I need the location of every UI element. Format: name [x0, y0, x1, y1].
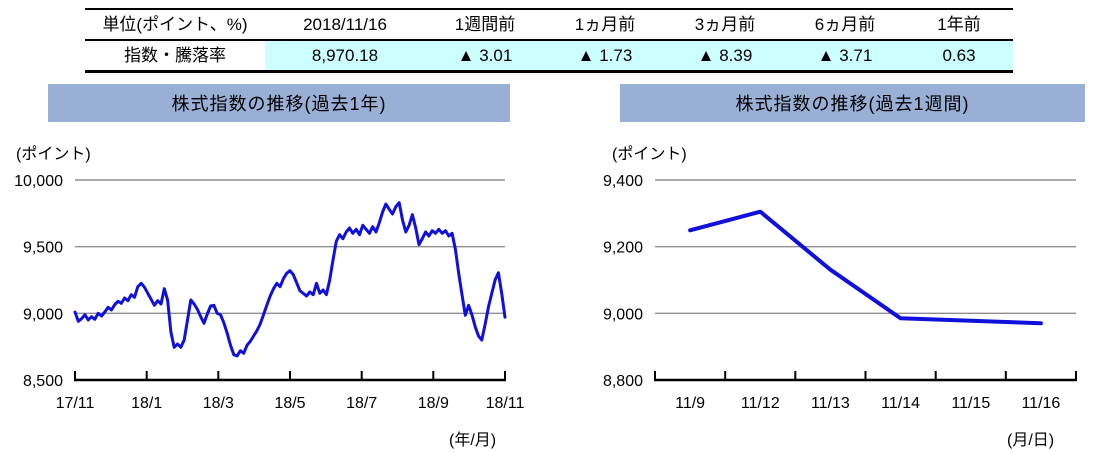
- change-6months-cell: ▲ 3.71: [785, 40, 905, 72]
- yearly-chart-y-unit-label: (ポイント): [16, 146, 91, 163]
- change-1year-cell: 0.63: [905, 40, 1013, 72]
- change-3months-cell: ▲ 8.39: [665, 40, 785, 72]
- weekly-trend-line-chart: 9,400 9,200 9,000 8,800 11/9 11/12 11/13 11/14 1…: [603, 173, 1077, 412]
- y-tick-label: 9,000: [23, 306, 63, 323]
- x-tick-label: 11/9: [675, 395, 705, 412]
- x-tick-label: 18/1: [131, 395, 162, 412]
- table-header-date: 2018/11/16: [265, 9, 425, 41]
- table-header-1year-ago: 1年前: [905, 9, 1013, 41]
- table-header-3months-ago: 3ヵ月前: [665, 9, 785, 41]
- x-tick-label: 18/7: [346, 395, 377, 412]
- yearly-chart-x-unit-label: (年/月): [449, 432, 497, 449]
- y-tick-label: 9,000: [603, 306, 643, 323]
- yearly-trend-line-chart: 10,000 9,500 9,000 8,500 17/11 18/1 18/3 18/5 18…: [14, 173, 525, 412]
- change-1month-cell: ▲ 1.73: [545, 40, 665, 72]
- x-tick-label: 11/16: [1021, 395, 1060, 412]
- table-header-1month-ago: 1ヵ月前: [545, 9, 665, 41]
- y-tick-label: 10,000: [14, 173, 63, 190]
- table-value-row: 指数・騰落率 8,970.18 ▲ 3.01 ▲ 1.73 ▲ 8.39 ▲ 3…: [85, 40, 1013, 72]
- change-1week-cell: ▲ 3.01: [425, 40, 545, 72]
- index-summary-table: 単位(ポイント、%) 2018/11/16 1週間前 1ヵ月前 3ヵ月前 6ヵ月…: [85, 8, 1013, 73]
- index-value-cell: 8,970.18: [265, 40, 425, 72]
- table-row-label: 指数・騰落率: [124, 46, 226, 65]
- y-tick-label: 9,500: [23, 240, 63, 257]
- yearly-chart-title-banner: 株式指数の推移(過去1年): [48, 84, 510, 122]
- x-tick-label: 18/3: [203, 395, 234, 412]
- series-line: [73, 201, 507, 358]
- series-line: [688, 209, 1043, 326]
- y-tick-label: 8,500: [23, 373, 63, 390]
- y-tick-label: 8,800: [603, 373, 643, 390]
- y-tick-label: 9,200: [603, 240, 643, 257]
- x-tick-label: 11/15: [951, 395, 990, 412]
- table-header-unit: 単位(ポイント、%): [85, 9, 265, 41]
- table-header-1week-ago: 1週間前: [425, 9, 545, 41]
- weekly-chart-x-unit-label: (月/日): [1007, 432, 1055, 449]
- x-tick-label: 17/11: [56, 395, 95, 412]
- weekly-chart-title-banner: 株式指数の推移(過去1週間): [620, 84, 1085, 122]
- x-tick-label: 18/11: [486, 395, 525, 412]
- x-tick-label: 11/13: [811, 395, 850, 412]
- table-header-6months-ago: 6ヵ月前: [785, 9, 905, 41]
- x-tick-label: 18/5: [274, 395, 305, 412]
- table-header-row: 単位(ポイント、%) 2018/11/16 1週間前 1ヵ月前 3ヵ月前 6ヵ月…: [85, 9, 1013, 41]
- x-tick-label: 11/12: [741, 395, 780, 412]
- x-tick-label: 18/9: [418, 395, 449, 412]
- y-tick-label: 9,400: [603, 173, 643, 190]
- x-tick-label: 11/14: [881, 395, 920, 412]
- weekly-chart-y-unit-label: (ポイント): [612, 146, 687, 163]
